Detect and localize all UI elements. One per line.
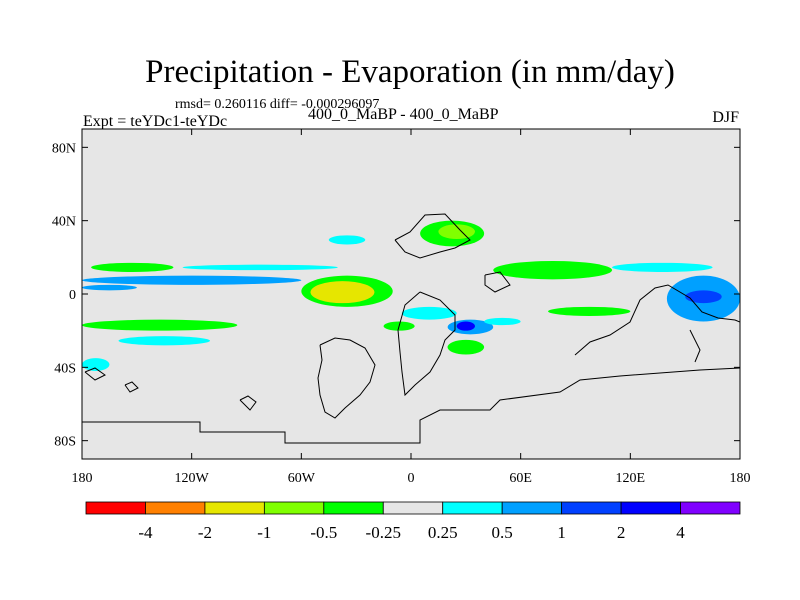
colorbar-swatch — [204, 501, 265, 515]
x-tick-label: 180 — [72, 471, 93, 486]
colorbar-label: -1 — [257, 523, 271, 542]
anomaly-region — [118, 336, 210, 346]
anomaly-region — [328, 235, 366, 245]
x-tick-label: 0 — [408, 471, 415, 486]
anomaly-region — [328, 288, 353, 300]
anomaly-region — [91, 262, 174, 272]
colorbar-label: 1 — [557, 523, 566, 542]
anomaly-region — [484, 317, 521, 326]
rmsd-diff-stats: rmsd= 0.260116 diff= -0.000296097 — [175, 97, 380, 112]
colorbar-label: -2 — [198, 523, 212, 542]
axis-ticks — [81, 129, 741, 459]
season-label: DJF — [712, 109, 739, 126]
anomaly-region — [493, 261, 613, 280]
anomaly-region — [612, 262, 713, 272]
y-tick-label: 80N — [52, 141, 76, 156]
anomaly-region — [456, 321, 475, 331]
colorbar-swatch — [85, 501, 146, 515]
x-tick-label: 60W — [288, 471, 316, 486]
anomaly-region — [82, 284, 137, 291]
colorbar-swatch — [680, 501, 741, 515]
axis-labels: 180 120W 60W 0 60E 120E 180 80N 40N 0 40S 80S — [52, 141, 751, 486]
colorbar-swatch — [620, 501, 681, 515]
anomaly-region — [82, 319, 238, 331]
colorbar-swatch — [442, 501, 503, 515]
colorbar-label: 0.5 — [492, 523, 513, 542]
period-subtitle: 400_0_MaBP - 400_0_MaBP — [308, 106, 499, 123]
colorbar-swatch — [382, 501, 444, 515]
anomaly-field — [82, 220, 740, 372]
anomaly-region — [182, 264, 338, 271]
colorbar-label: 4 — [676, 523, 685, 542]
experiment-label: Expt = teYDc1-teYDc — [83, 113, 228, 130]
colorbar-label: -4 — [138, 523, 153, 542]
y-tick-label: 40N — [52, 215, 76, 230]
y-tick-label: 0 — [69, 288, 76, 303]
y-tick-label: 80S — [54, 435, 76, 450]
colorbar-swatch — [263, 501, 325, 515]
x-tick-label: 180 — [730, 471, 751, 486]
colorbar-label: 2 — [617, 523, 626, 542]
anomaly-region — [82, 358, 110, 372]
anomaly-region — [447, 339, 485, 355]
anomaly-region — [82, 275, 302, 285]
x-tick-label: 120W — [175, 471, 210, 486]
colorbar-label: 0.25 — [428, 523, 458, 542]
colorbar-swatch — [145, 501, 206, 515]
x-tick-label: 60E — [509, 471, 532, 486]
colorbar-legend: -4 -2 -1 -0.5 -0.25 0.25 0.5 1 2 4 — [85, 501, 741, 542]
coastline-outline — [82, 213, 740, 444]
colorbar-swatch — [561, 501, 622, 515]
plot-background — [82, 129, 740, 459]
x-tick-label: 120E — [616, 471, 646, 486]
colorbar-label: -0.5 — [310, 523, 337, 542]
anomaly-region — [548, 306, 631, 316]
colorbar-swatch — [323, 501, 384, 515]
anomaly-region — [401, 306, 457, 320]
anomaly-region — [685, 290, 722, 304]
y-tick-label: 40S — [54, 361, 76, 376]
chart-title: Precipitation - Evaporation (in mm/day) — [145, 54, 675, 90]
colorbar-label: -0.25 — [366, 523, 401, 542]
colorbar-swatch — [501, 501, 563, 515]
